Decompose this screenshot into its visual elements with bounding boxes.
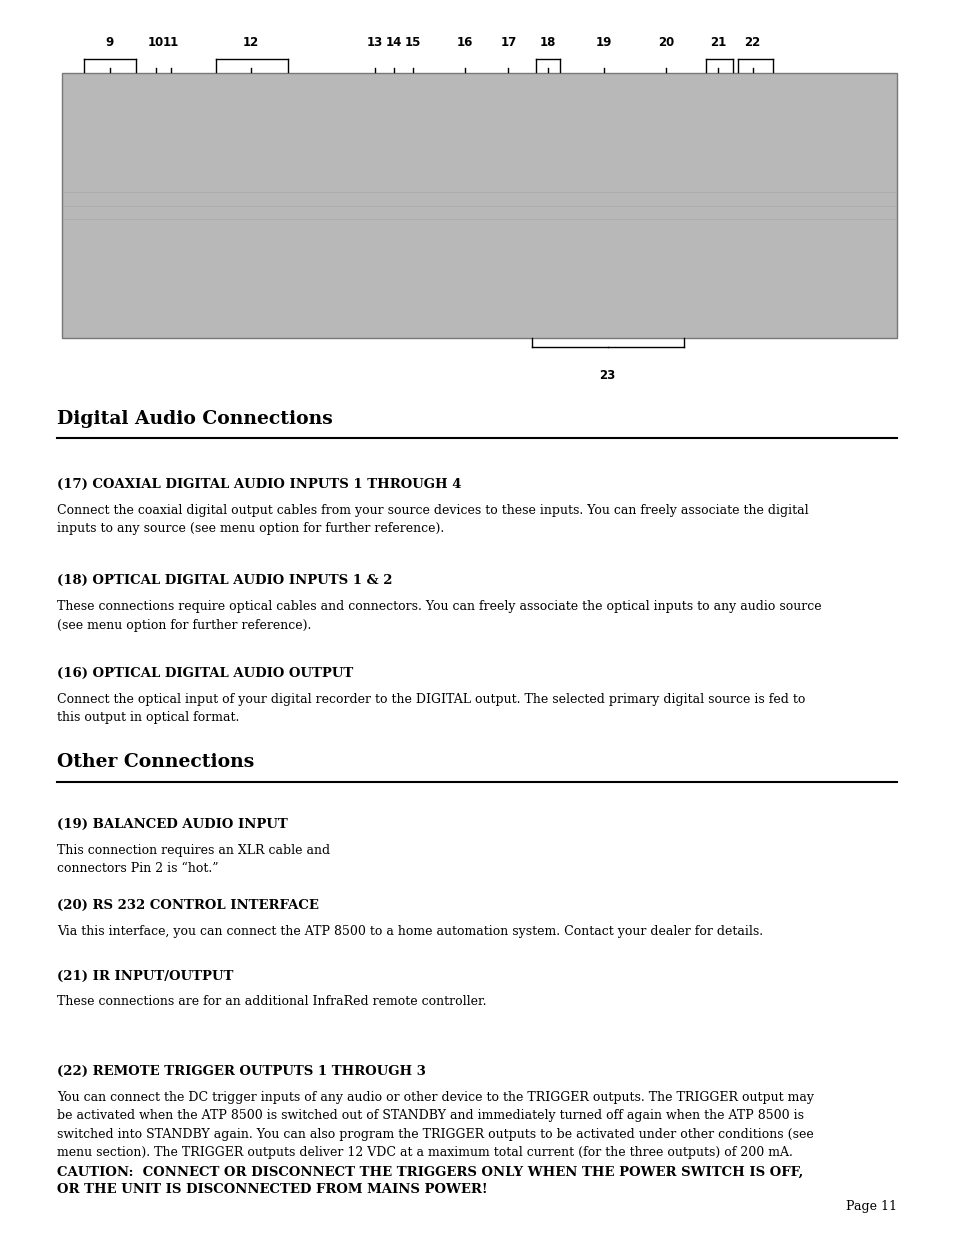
Text: Other Connections: Other Connections (57, 753, 254, 772)
Text: 16: 16 (456, 36, 473, 49)
Text: These connections are for an additional InfraRed remote controller.: These connections are for an additional … (57, 995, 486, 1009)
Text: This connection requires an XLR cable and
connectors Pin 2 is “hot.”: This connection requires an XLR cable an… (57, 844, 330, 876)
Text: 22: 22 (743, 36, 760, 49)
Text: (18) OPTICAL DIGITAL AUDIO INPUTS 1 & 2: (18) OPTICAL DIGITAL AUDIO INPUTS 1 & 2 (57, 574, 393, 588)
Text: 13: 13 (366, 36, 383, 49)
Text: 9: 9 (106, 36, 113, 49)
Text: 17: 17 (499, 36, 517, 49)
Text: Via this interface, you can connect the ATP 8500 to a home automation system. Co: Via this interface, you can connect the … (57, 925, 762, 939)
Text: 15: 15 (404, 36, 421, 49)
Text: 12: 12 (242, 36, 259, 49)
Text: (19) BALANCED AUDIO INPUT: (19) BALANCED AUDIO INPUT (57, 818, 288, 831)
Text: 20: 20 (657, 36, 674, 49)
Text: (22) REMOTE TRIGGER OUTPUTS 1 THROUGH 3: (22) REMOTE TRIGGER OUTPUTS 1 THROUGH 3 (57, 1065, 426, 1078)
Text: 14: 14 (385, 36, 402, 49)
Text: 11: 11 (162, 36, 179, 49)
Text: Connect the optical input of your digital recorder to the DIGITAL output. The se: Connect the optical input of your digita… (57, 693, 804, 725)
Text: (16) OPTICAL DIGITAL AUDIO OUTPUT: (16) OPTICAL DIGITAL AUDIO OUTPUT (57, 667, 354, 680)
Text: 21: 21 (709, 36, 726, 49)
Text: 23: 23 (598, 369, 616, 383)
Text: (17) COAXIAL DIGITAL AUDIO INPUTS 1 THROUGH 4: (17) COAXIAL DIGITAL AUDIO INPUTS 1 THRO… (57, 478, 461, 492)
Text: 19: 19 (595, 36, 612, 49)
Text: You can connect the DC trigger inputs of any audio or other device to the TRIGGE: You can connect the DC trigger inputs of… (57, 1091, 814, 1158)
Text: Connect the coaxial digital output cables from your source devices to these inpu: Connect the coaxial digital output cable… (57, 504, 808, 536)
Text: 10: 10 (147, 36, 164, 49)
Text: Page 11: Page 11 (845, 1199, 896, 1213)
Text: (21) IR INPUT/OUTPUT: (21) IR INPUT/OUTPUT (57, 969, 233, 983)
Text: These connections require optical cables and connectors. You can freely associat: These connections require optical cables… (57, 600, 821, 632)
FancyBboxPatch shape (62, 73, 896, 338)
Text: Digital Audio Connections: Digital Audio Connections (57, 410, 333, 429)
Text: (20) RS 232 CONTROL INTERFACE: (20) RS 232 CONTROL INTERFACE (57, 899, 319, 913)
Text: 18: 18 (538, 36, 556, 49)
Text: CAUTION:  CONNECT OR DISCONNECT THE TRIGGERS ONLY WHEN THE POWER SWITCH IS OFF,
: CAUTION: CONNECT OR DISCONNECT THE TRIGG… (57, 1166, 802, 1195)
